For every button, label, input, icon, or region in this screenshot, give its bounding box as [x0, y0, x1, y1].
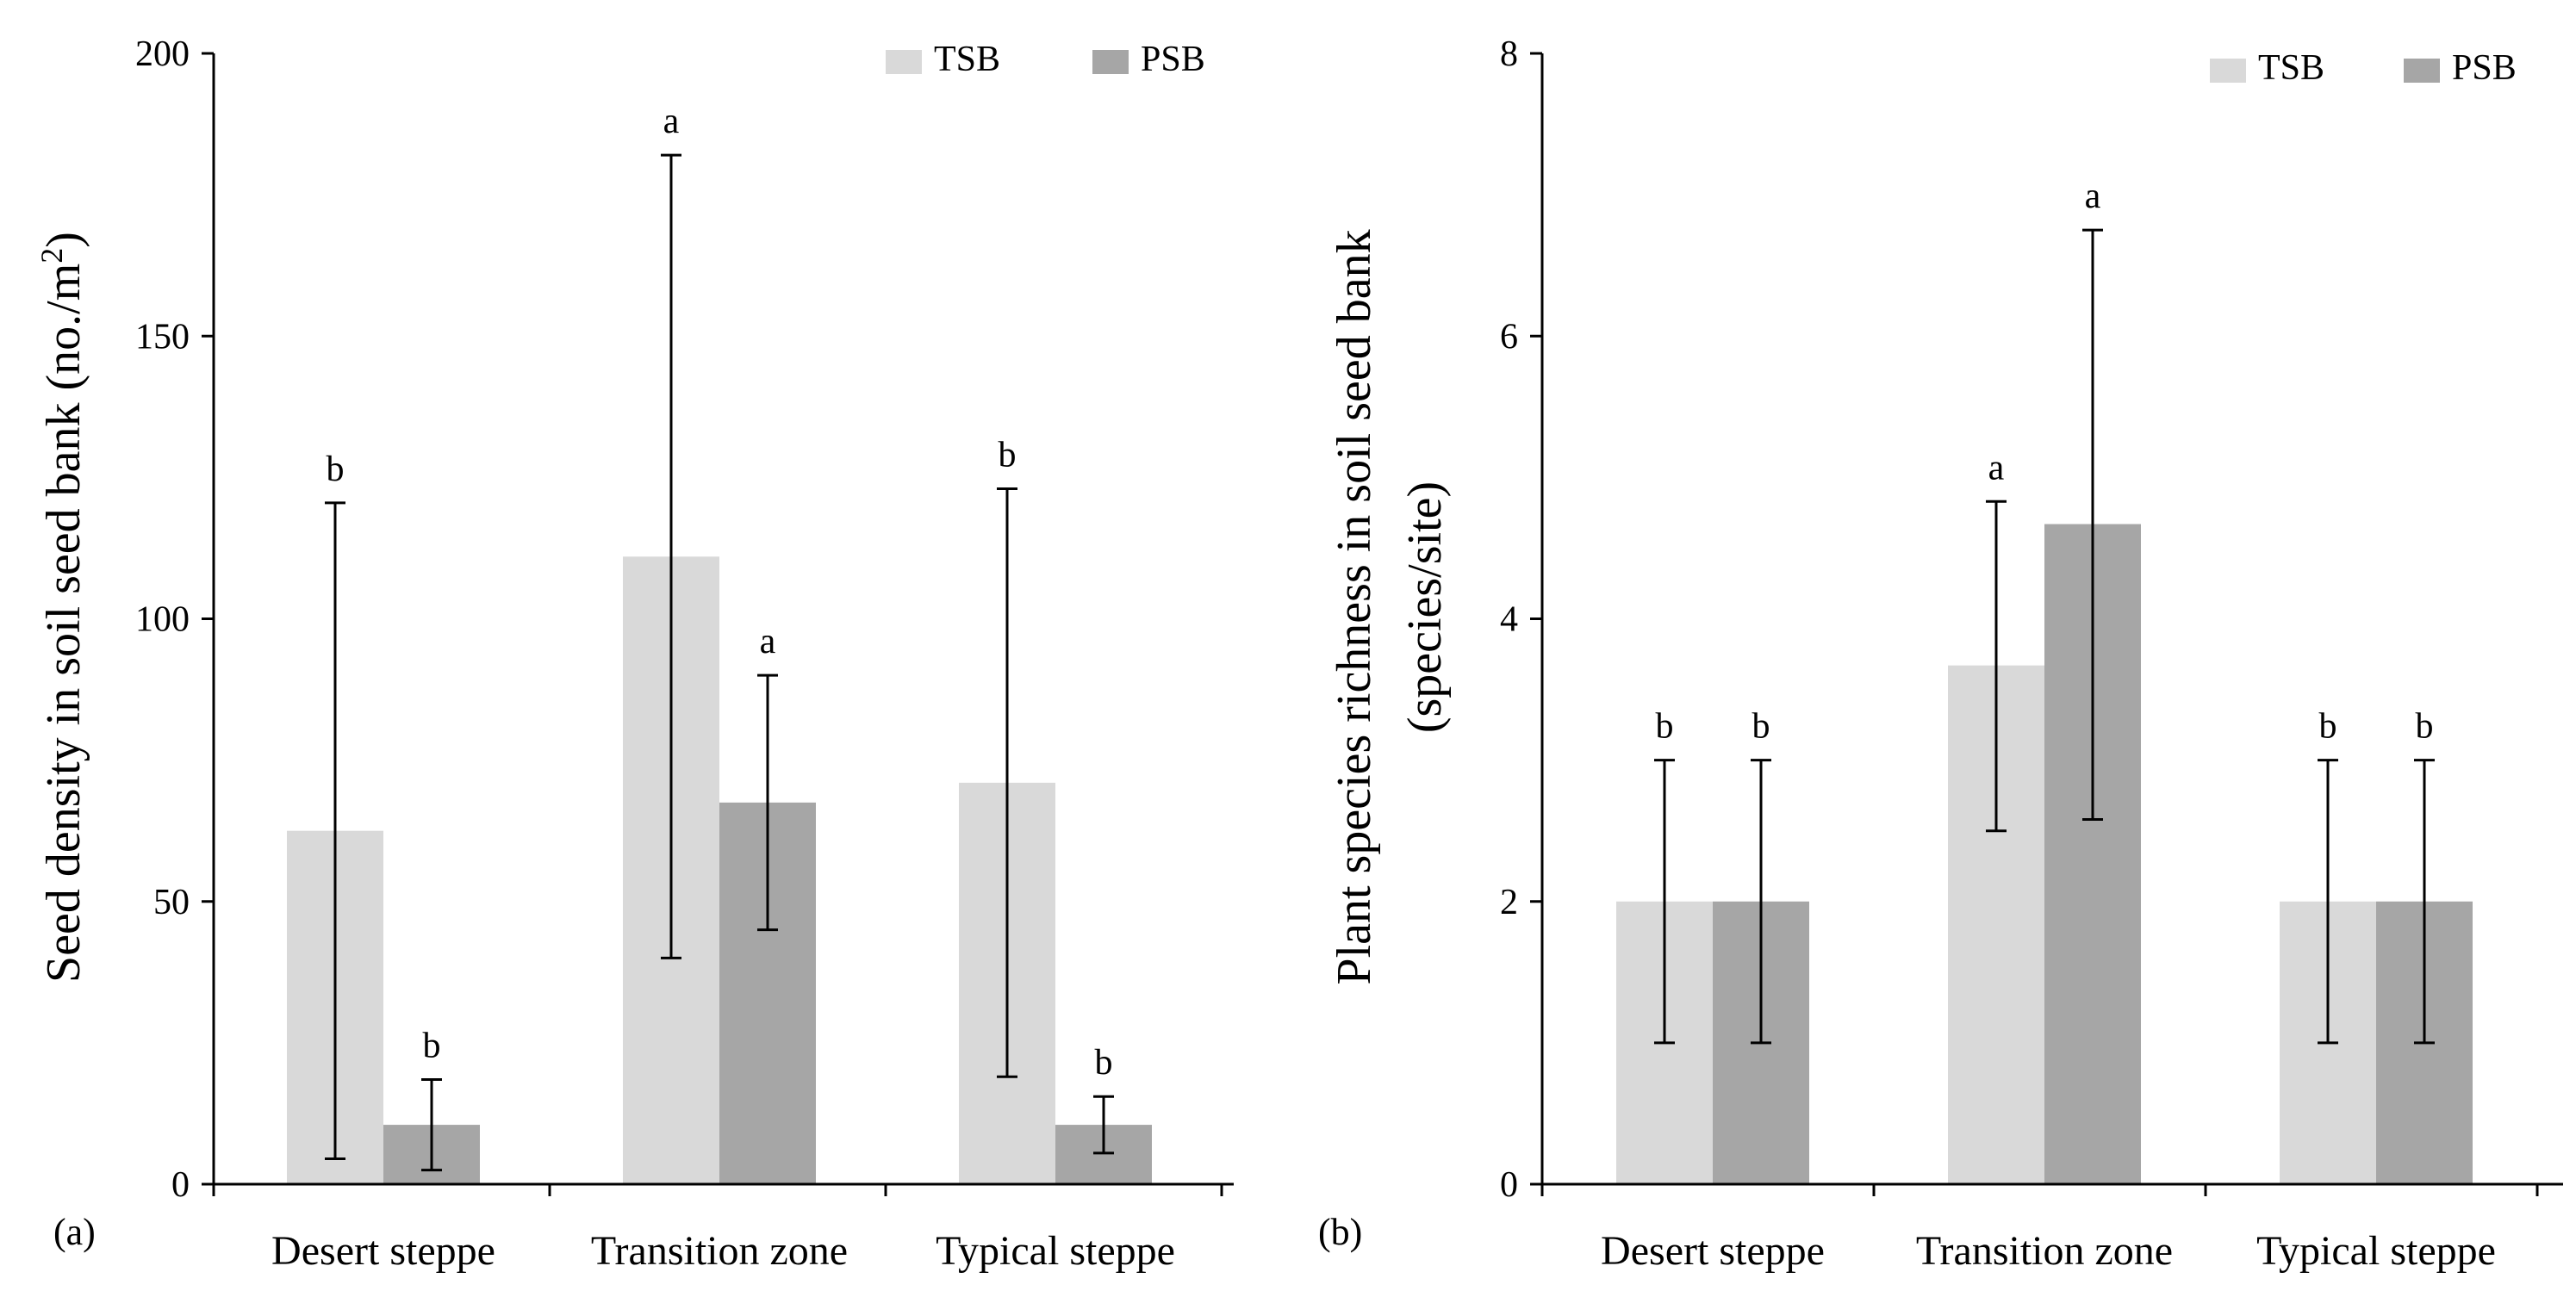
panel-a-legend-item-tsb: TSB — [886, 40, 1000, 79]
panel-a-y-tick-label-1: 0 — [171, 1165, 190, 1205]
panel-b-category-label-2: Transition zone — [1916, 1228, 2173, 1274]
svg-text:Seed density in soil seed bank: Seed density in soil seed bank (no./m2) — [34, 232, 90, 983]
panel-b-sig-letter-psb-2: a — [2085, 177, 2101, 216]
panel-a-category-label-3: Typical steppe — [936, 1228, 1175, 1274]
panel-b-label: (b) — [1318, 1211, 1362, 1253]
panel-b-errorbar-tsb-2 — [1986, 500, 2007, 833]
panel-b-errorbar-tsb-3 — [2318, 759, 2338, 1045]
panel-b-sig-letter-tsb-2: a — [1988, 448, 2005, 487]
panel-a-errorbar-tsb-3 — [997, 487, 1017, 1078]
panel-a-category-label-2: Transition zone — [591, 1228, 848, 1274]
panel-a-legend-swatch-psb — [1092, 50, 1129, 74]
panel-a-seed-density-chart: Seed density in soil seed bank (no./m2) … — [34, 34, 1234, 1274]
panel-a-sig-letter-psb-1: b — [423, 1027, 441, 1066]
panel-a-y-axis-title-main: Seed density in soil seed bank (no./m — [37, 264, 90, 983]
panel-b-category-label-3: Typical steppe — [2256, 1228, 2496, 1274]
panel-b-sig-letter-psb-1: b — [1752, 707, 1770, 747]
panel-b-y-axis-title-line-1: Plant species richness in soil seed bank — [1328, 229, 1381, 984]
panel-a-errorbar-tsb-1 — [325, 501, 345, 1160]
panel-a-errorbar-tsb-2 — [661, 153, 681, 959]
panel-b-legend-label-tsb: TSB — [2258, 48, 2324, 88]
panel-b-legend-item-tsb: TSB — [2210, 48, 2324, 88]
panel-a-legend-swatch-tsb — [886, 50, 922, 74]
panel-b-errorbar-psb-3 — [2414, 759, 2435, 1045]
panel-b-y-axis-title: Plant species richness in soil seed bank… — [1328, 229, 1452, 984]
panel-a-y-tick-label-2: 50 — [153, 883, 190, 922]
panel-a-label: (a) — [53, 1211, 96, 1253]
panel-a-errorbar-psb-1 — [421, 1078, 442, 1172]
panel-b-legend-swatch-tsb — [2210, 59, 2246, 83]
panel-a-legend-label-tsb: TSB — [934, 40, 1000, 79]
panel-a-sig-letter-psb-3: b — [1095, 1043, 1113, 1083]
panel-a-y-tick-label-3: 100 — [135, 600, 190, 640]
panel-b-sig-letter-tsb-1: b — [1656, 707, 1674, 747]
panel-b-legend-swatch-psb — [2404, 59, 2440, 83]
panel-a-legend-label-psb: PSB — [1141, 40, 1205, 79]
panel-a-y-axis-title-close: ) — [37, 232, 90, 248]
panel-b-species-richness-chart: Plant species richness in soil seed bank… — [1318, 34, 2563, 1274]
panel-b-errorbar-psb-2 — [2082, 228, 2103, 822]
panel-a-sig-letter-psb-2: a — [760, 622, 776, 661]
panel-b-y-tick-label-1: 0 — [1500, 1165, 1518, 1205]
panel-b-errorbar-psb-1 — [1751, 759, 1771, 1045]
panel-a-errorbar-psb-2 — [757, 673, 778, 932]
panel-a-sig-letter-tsb-2: a — [663, 102, 680, 141]
panel-a-y-axis-title-superscript: 2 — [34, 248, 69, 264]
panel-a-y-axis-title: Seed density in soil seed bank (no./m2) — [34, 232, 90, 983]
panel-b-y-tick-label-2: 2 — [1500, 883, 1518, 922]
panel-b-y-tick-label-3: 4 — [1500, 600, 1518, 640]
panel-b-legend-item-psb: PSB — [2404, 48, 2517, 88]
panel-b-sig-letter-tsb-3: b — [2319, 707, 2337, 747]
panel-b-y-tick-label-4: 6 — [1500, 317, 1518, 357]
panel-b-errorbar-tsb-1 — [1654, 759, 1675, 1045]
panel-b-y-tick-label-5: 8 — [1500, 34, 1518, 74]
panel-a-y-tick-label-4: 150 — [135, 317, 190, 357]
panel-a-category-label-1: Desert steppe — [271, 1228, 495, 1274]
panel-b-sig-letter-psb-3: b — [2416, 707, 2434, 747]
panel-b-category-label-1: Desert steppe — [1601, 1228, 1825, 1274]
panel-a-y-tick-label-5: 200 — [135, 34, 190, 74]
panel-a-errorbar-psb-3 — [1093, 1095, 1114, 1155]
panel-b-legend-label-psb: PSB — [2452, 48, 2517, 88]
panel-a-legend-item-psb: PSB — [1092, 40, 1205, 79]
panel-a-sig-letter-tsb-3: b — [999, 436, 1017, 475]
panel-b-y-axis-title-line-2: (species/site) — [1398, 481, 1452, 733]
panel-a-sig-letter-tsb-1: b — [327, 450, 345, 489]
